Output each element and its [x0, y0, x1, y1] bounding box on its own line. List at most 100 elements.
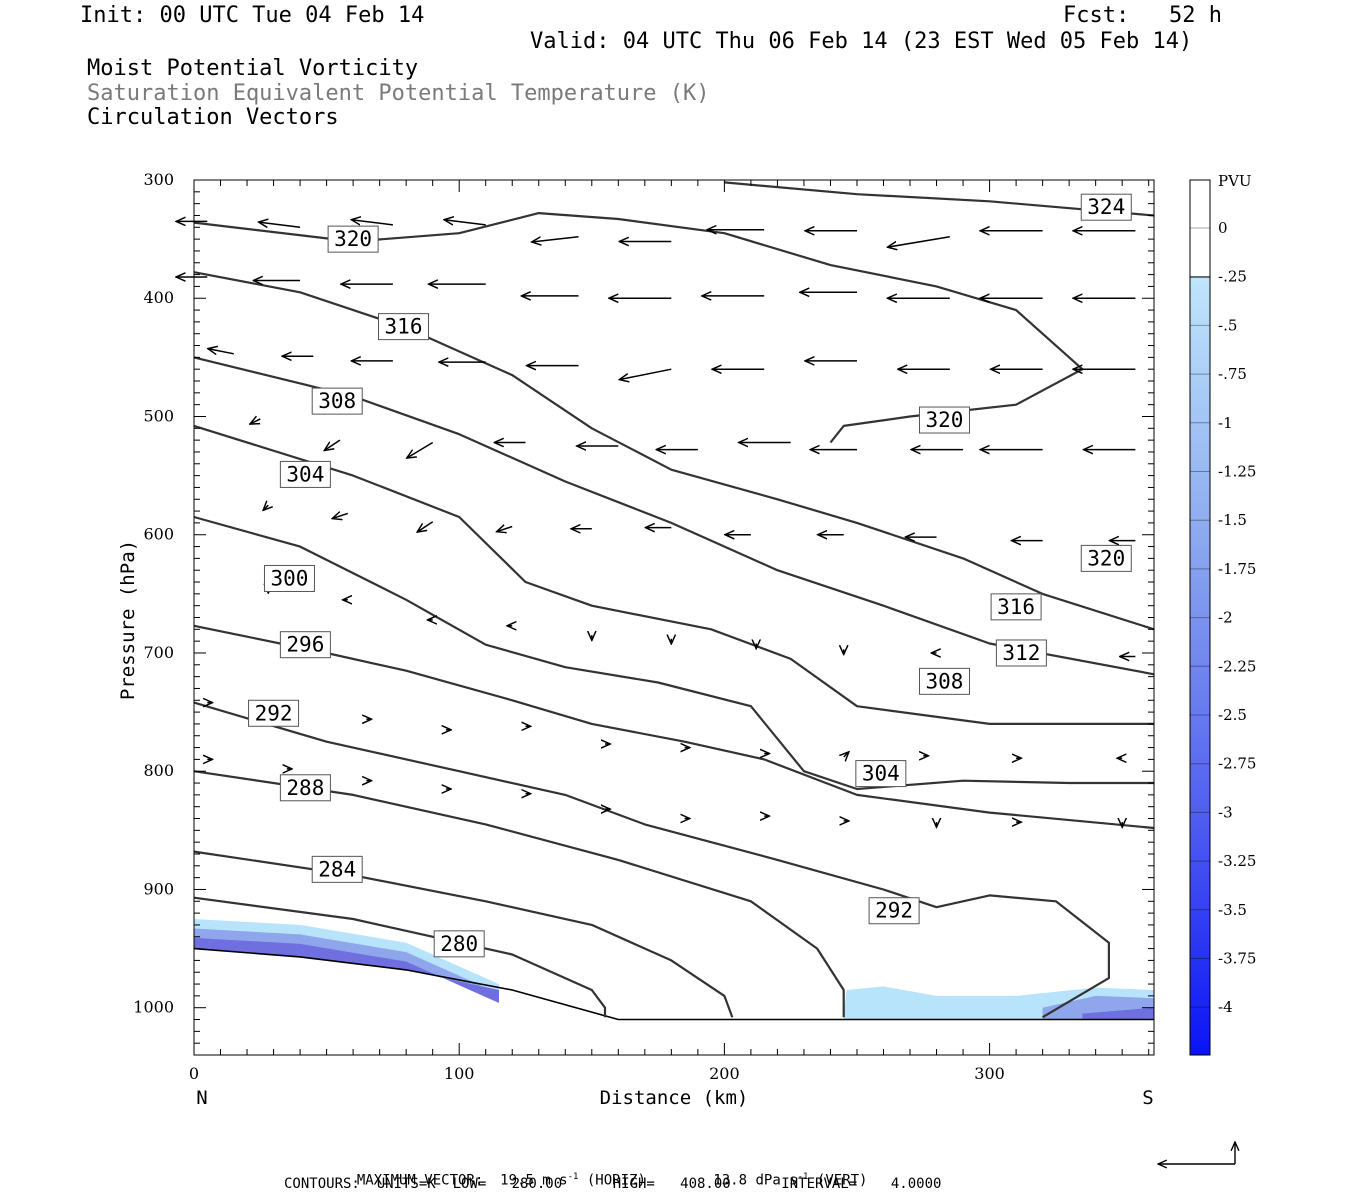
colorbar-label: -1 — [1218, 414, 1233, 432]
circulation-vector — [407, 441, 434, 459]
field-title-thetae: Saturation Equivalent Potential Temperat… — [87, 81, 710, 106]
circulation-vector — [417, 521, 434, 532]
y-tick-label: 1000 — [133, 998, 174, 1017]
pv-region-south-dark — [1082, 1007, 1154, 1020]
contour-label-320: 320 — [926, 408, 964, 432]
valid-time: Valid: 04 UTC Thu 06 Feb 14 (23 EST Wed … — [530, 29, 1193, 54]
colorbar-label: -.75 — [1218, 365, 1247, 383]
colorbar-label: -3.25 — [1218, 852, 1256, 870]
theta-contour-304 — [193, 424, 1154, 726]
contour-label-box — [311, 387, 363, 415]
circulation-vector — [259, 222, 301, 227]
reference-vector-icon — [1158, 1142, 1235, 1164]
theta-contour-316 — [193, 271, 1155, 631]
contour-label-box — [855, 760, 907, 788]
colorbar-label: -.5 — [1218, 316, 1237, 334]
contour-label-308: 308 — [926, 669, 964, 693]
max-vector-horiz-unit: (HORIZ) — [586, 1172, 646, 1189]
contour-label-324: 324 — [1087, 195, 1125, 219]
contour-label-280: 280 — [440, 932, 478, 956]
contour-label-320: 320 — [1087, 546, 1125, 570]
circulation-vector — [887, 236, 950, 247]
x-tick-label: 200 — [709, 1064, 740, 1083]
circulation-vector — [444, 220, 486, 225]
colorbar-label: -2.25 — [1218, 657, 1256, 675]
contour-label-288: 288 — [286, 776, 324, 800]
contour-label-304: 304 — [862, 762, 900, 786]
contour-label-box — [248, 699, 300, 727]
colorbar-label: -3.75 — [1218, 950, 1256, 968]
vert-exponent: -1 — [797, 1172, 809, 1182]
circulation-vector — [532, 236, 579, 242]
colorbar-label: -1.25 — [1218, 463, 1256, 481]
theta-contour-296 — [193, 624, 1155, 830]
contour-label-304: 304 — [286, 462, 324, 486]
pv-shading-layer — [193, 919, 1154, 1021]
theta-contour-280 — [193, 896, 607, 1018]
colorbar-label: -3.5 — [1218, 901, 1247, 919]
contour-label-312: 312 — [1002, 641, 1040, 665]
circulation-vector — [351, 220, 393, 225]
circulation-vector — [497, 527, 513, 532]
contour-label-box — [1080, 193, 1132, 221]
y-tick-label: 600 — [143, 525, 174, 544]
x-tick-label: 300 — [974, 1064, 1005, 1083]
max-vector-horiz: 19.5 m s — [500, 1172, 568, 1189]
ground-surface-line — [193, 947, 1154, 1021]
theta-contour-288 — [193, 770, 845, 1018]
y-tick-label: 900 — [143, 879, 174, 898]
colorbar-labels: 0 -.25 -.5 -.75 -1 -1.25 -1.5 -1.75 -2 -2.25 -2.5 -… — [1218, 219, 1256, 1016]
x-tick-label: 100 — [444, 1064, 475, 1083]
contour-label-300: 300 — [271, 566, 309, 590]
contour-label-box — [378, 313, 430, 341]
contour-label-308: 308 — [318, 389, 356, 413]
contour-label-292: 292 — [875, 899, 913, 923]
circulation-vector — [324, 439, 341, 450]
contour-label-box — [279, 631, 331, 659]
colorbar-label: 0 — [1218, 219, 1228, 237]
colorbar-label: -1.5 — [1218, 511, 1247, 529]
theta-contour-308 — [193, 356, 1155, 676]
contour-label-box — [433, 930, 485, 958]
contour-label-box — [918, 406, 970, 434]
contour-label-box — [263, 564, 315, 592]
theta-contour-300 — [193, 515, 1154, 791]
colorbar-label: -2 — [1218, 609, 1233, 627]
colorbar-label: -3 — [1218, 803, 1233, 821]
max-vector-label: MAXIMUM VECTOR: — [356, 1172, 484, 1189]
x-end-label-north: N — [196, 1087, 207, 1109]
circulation-vector — [619, 368, 672, 379]
circulation-vector — [332, 513, 349, 518]
x-tick-label: 0 — [189, 1064, 199, 1083]
contour-label-box — [279, 774, 331, 802]
field-title-mpv: Moist Potential Vorticity — [87, 56, 419, 81]
max-vector-vert: 13.8 dPa s — [713, 1172, 798, 1189]
forecast-hour: Fcst: 52 h — [1063, 3, 1222, 28]
theta-contour-292 — [193, 701, 1111, 1019]
x-axis-title: Distance (km) — [600, 1087, 749, 1109]
contour-label-292: 292 — [255, 701, 293, 725]
y-tick-label: 300 — [143, 170, 174, 189]
theta-contour-324 — [724, 181, 1155, 217]
contour-label-box — [279, 460, 331, 488]
circulation-vector — [263, 505, 268, 510]
colorbar-label: -1.75 — [1218, 560, 1256, 578]
contour-label-box — [995, 639, 1047, 667]
contour-label-316: 316 — [997, 595, 1035, 619]
colorbar-label: -4 — [1218, 998, 1233, 1016]
y-axis-title: Pressure (hPa) — [117, 540, 139, 700]
field-title-vectors: Circulation Vectors — [87, 105, 339, 130]
max-vector-line: MAXIMUM VECTOR: 19.5 m s -1 (HORIZ) 13.8 … — [340, 1156, 868, 1189]
y-tick-label: 400 — [143, 288, 174, 307]
colorbar-gradient-segment — [1189, 276, 1211, 1056]
colorbar-label: -2.75 — [1218, 755, 1256, 773]
contour-info-line: CONTOURS: UNITS=K LOW= 280.00 HIGH= 408.… — [284, 1176, 942, 1192]
x-end-label-south: S — [1142, 1087, 1153, 1109]
pvu-colorbar: PVU 0 -.25 -.5 -.75 -1 -1.25 -1.5 -1.75 -2 -2.25 -… — [1189, 172, 1256, 1056]
contour-label-box — [918, 667, 970, 695]
contour-label-320: 320 — [334, 227, 372, 251]
max-vector-vert-unit: (VERT) — [816, 1172, 868, 1189]
colorbar-dividers — [1190, 227, 1210, 1008]
axis-ticks: 300 400 500 600 700 800 900 1000 0 100 200 300 — [133, 170, 1154, 1083]
y-tick-label: 800 — [143, 761, 174, 780]
